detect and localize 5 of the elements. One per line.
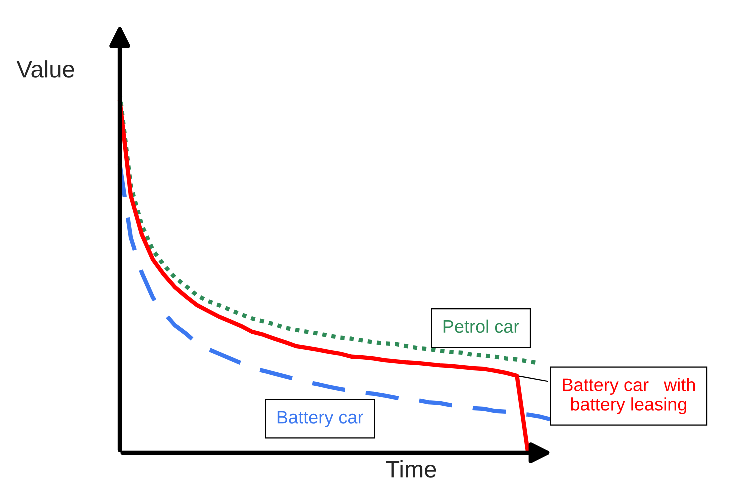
series-label: Petrol car: [444, 320, 520, 334]
x-axis-title: Time: [386, 460, 436, 478]
series-label: Battery car: [278, 411, 364, 428]
y-axis-title: Value: [16, 60, 74, 78]
text: Battery car with battery leasing: [563, 378, 696, 414]
